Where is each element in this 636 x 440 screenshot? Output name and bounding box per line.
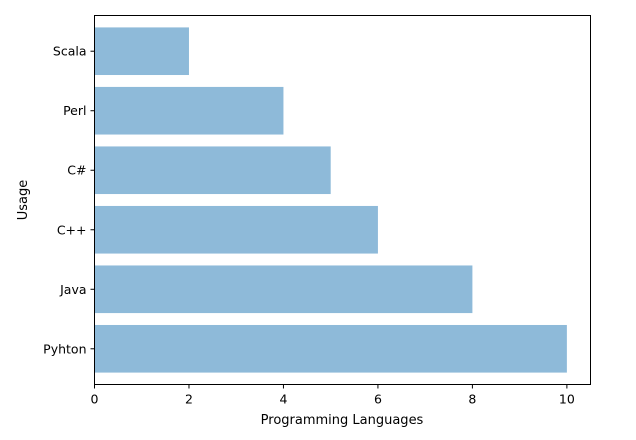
y-tick-label: Java <box>59 282 86 297</box>
bar-scala <box>94 27 189 76</box>
bar-java <box>94 265 473 314</box>
y-ticks-group: Pyhton Java C++ C# Perl Scala <box>43 44 95 356</box>
plot-frame <box>94 15 591 385</box>
y-tick-label: Scala <box>53 44 87 59</box>
y-tick-label: Pyhton <box>43 341 86 356</box>
x-tick-label: 6 <box>374 392 382 407</box>
y-tick-label: C# <box>67 163 86 178</box>
x-ticks-group: 0 2 4 6 8 10 <box>91 384 575 407</box>
y-axis-label: Usage <box>16 180 31 221</box>
bar-csharp <box>94 146 331 195</box>
x-axis-label: Programming Languages <box>261 413 424 428</box>
x-tick-label: 4 <box>279 392 287 407</box>
x-tick-label: 8 <box>468 392 476 407</box>
x-tick-label: 2 <box>185 392 193 407</box>
bars-group <box>94 27 567 373</box>
bar-perl <box>94 86 284 135</box>
x-tick-label: 0 <box>91 392 99 407</box>
x-tick-label: 10 <box>559 392 575 407</box>
bar-pyhton <box>94 324 567 373</box>
y-tick-label: C++ <box>57 222 87 237</box>
y-tick-label: Perl <box>63 103 86 118</box>
bar-cpp <box>94 205 378 254</box>
